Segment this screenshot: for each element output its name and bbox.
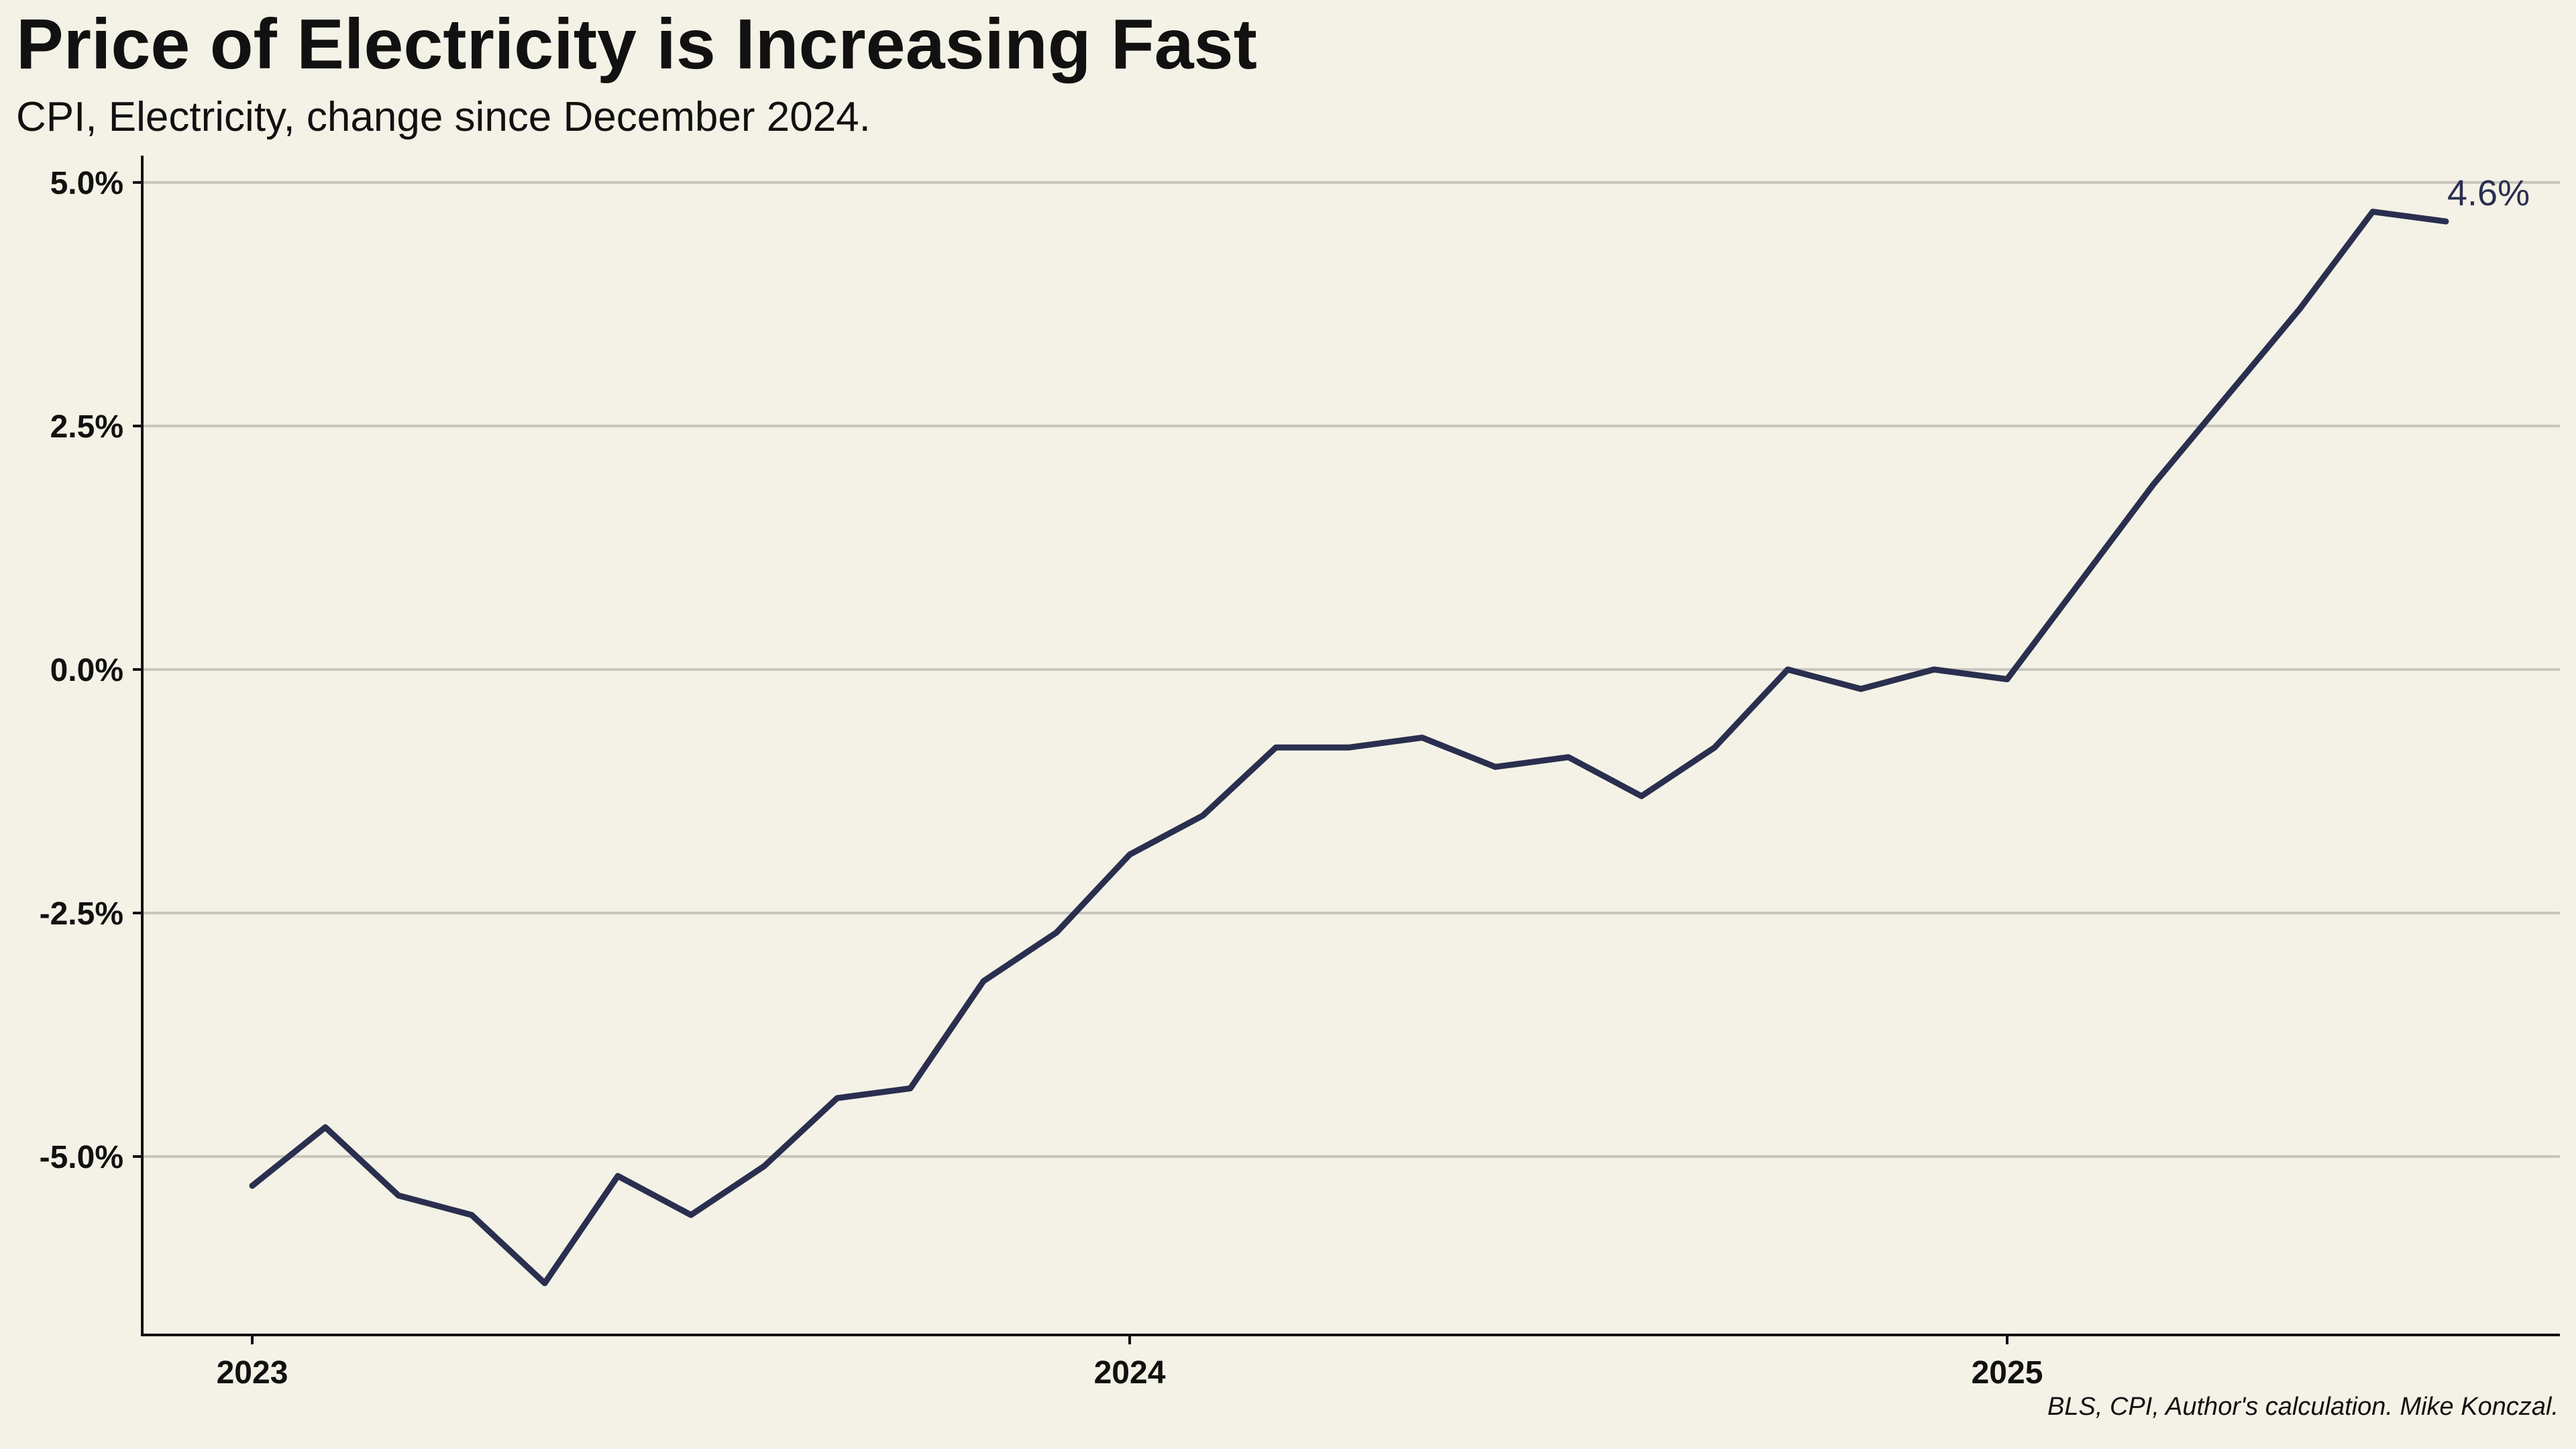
data-point-2023-08 xyxy=(763,1166,765,1167)
data-point-2023-06 xyxy=(617,1175,619,1177)
y-tick-label-0: 5.0% xyxy=(50,166,123,201)
data-point-2025-01 xyxy=(2006,679,2008,680)
data-point-2023-02 xyxy=(325,1126,326,1128)
data-point-2024-12 xyxy=(1933,669,1935,670)
chart-title: Price of Electricity is Increasing Fast xyxy=(16,5,1257,84)
data-point-2024-11 xyxy=(1860,688,1862,690)
data-point-2023-03 xyxy=(398,1195,399,1196)
data-point-2024-04 xyxy=(1348,747,1350,748)
gridlines xyxy=(142,181,2560,1158)
data-point-2024-05 xyxy=(1421,737,1423,739)
y-tick-label-2: 0.0% xyxy=(50,653,123,688)
y-axis-ticks: 5.0% 2.5% 0.0% -2.5% -5.0% xyxy=(40,166,142,1175)
data-point-2023-01 xyxy=(252,1185,253,1187)
data-point-2023-09 xyxy=(837,1097,838,1099)
x-tick-label-2: 2025 xyxy=(1972,1355,2043,1391)
series: 4.6% xyxy=(249,173,2530,1287)
data-point-2023-07 xyxy=(690,1214,692,1216)
data-point-2024-03 xyxy=(1275,747,1277,748)
end-value-label: 4.6% xyxy=(2447,173,2530,213)
data-point-2025-07 xyxy=(2445,221,2447,222)
source-note: BLS, CPI, Author's calculation. Mike Kon… xyxy=(2047,1393,2559,1421)
data-point-2025-03 xyxy=(2153,484,2154,485)
x-tick-label-1: 2024 xyxy=(1094,1355,1166,1391)
y-tick-label-1: 2.5% xyxy=(50,409,123,445)
x-axis-ticks: 2023 2024 2025 xyxy=(217,1335,2043,1391)
chart-subtitle: CPI, Electricity, change since December … xyxy=(16,94,871,140)
axes xyxy=(141,156,2560,1336)
y-tick-label-3: -2.5% xyxy=(40,896,123,932)
data-point-2023-10 xyxy=(910,1087,911,1089)
data-point-2025-04 xyxy=(2226,396,2227,397)
y-tick-label-4: -5.0% xyxy=(40,1140,123,1175)
x-tick-label-0: 2023 xyxy=(217,1355,288,1391)
